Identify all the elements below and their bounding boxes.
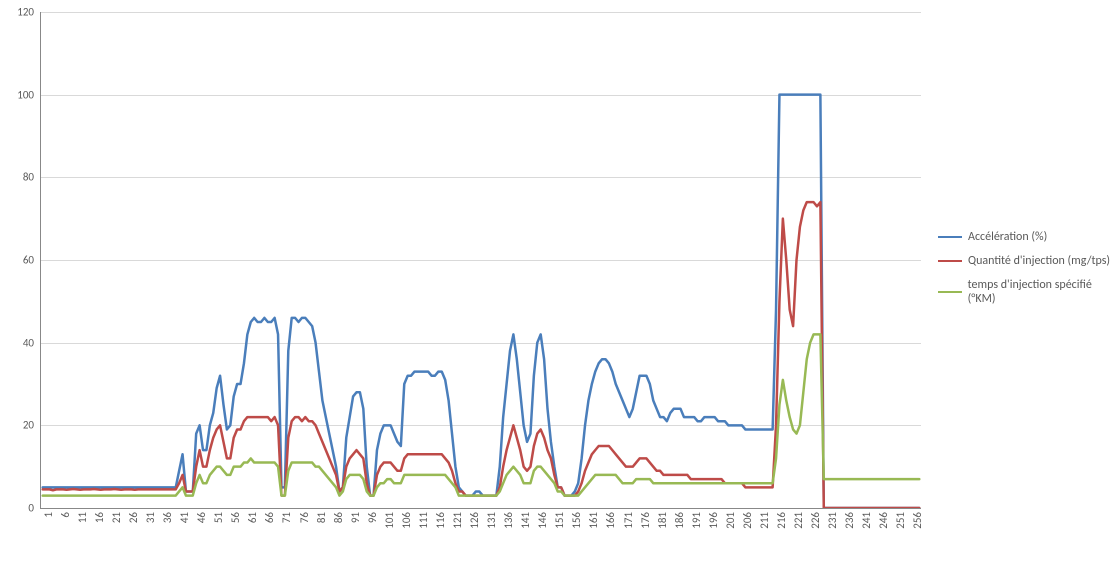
- y-axis-labels: 020406080100120: [0, 12, 34, 508]
- x-tick-label: 16: [93, 512, 106, 523]
- x-tick-label: 251: [894, 512, 907, 529]
- x-tick-label: 76: [298, 512, 311, 523]
- x-tick-label: 106: [400, 512, 413, 529]
- x-tick-label: 146: [536, 512, 549, 529]
- x-tick-label: 141: [519, 512, 532, 529]
- y-tick-label: 100: [4, 88, 34, 101]
- x-tick-label: 1: [42, 512, 55, 518]
- x-tick-label: 66: [263, 512, 276, 523]
- gridline: [41, 343, 921, 344]
- y-tick-label: 40: [4, 336, 34, 349]
- x-tick-label: 96: [366, 512, 379, 523]
- legend-item-acceleration: Accélération (%): [938, 230, 1120, 244]
- x-tick-label: 136: [502, 512, 515, 529]
- x-tick-label: 211: [758, 512, 771, 529]
- y-tick-label: 0: [4, 502, 34, 515]
- x-tick-label: 6: [59, 512, 72, 518]
- gridline: [41, 425, 921, 426]
- x-tick-label: 206: [741, 512, 754, 529]
- x-tick-label: 186: [673, 512, 686, 529]
- line-chart: 020406080100120 161116212631364146515661…: [0, 0, 1120, 573]
- plot-area: [40, 12, 921, 509]
- x-tick-label: 81: [315, 512, 328, 523]
- x-tick-label: 226: [809, 512, 822, 529]
- x-tick-label: 36: [161, 512, 174, 523]
- x-tick-label: 111: [417, 512, 430, 529]
- x-tick-label: 21: [110, 512, 123, 523]
- series-line: [43, 95, 920, 508]
- x-tick-label: 121: [451, 512, 464, 529]
- legend-label: Accélération (%): [968, 230, 1047, 244]
- x-tick-label: 11: [76, 512, 89, 523]
- x-tick-label: 236: [843, 512, 856, 529]
- gridline: [41, 12, 921, 13]
- y-tick-label: 80: [4, 171, 34, 184]
- gridline: [41, 260, 921, 261]
- legend-label: Quantité d'injection (mg/tps): [968, 254, 1110, 268]
- x-tick-label: 241: [860, 512, 873, 529]
- series-line: [43, 202, 920, 508]
- series-line: [43, 334, 920, 495]
- x-tick-label: 51: [212, 512, 225, 523]
- x-tick-label: 191: [690, 512, 703, 529]
- x-tick-label: 26: [127, 512, 140, 523]
- y-tick-label: 20: [4, 419, 34, 432]
- legend: Accélération (%) Quantité d'injection (m…: [938, 230, 1120, 306]
- legend-label: temps d'injection spécifié (°KM): [968, 278, 1120, 306]
- x-tick-label: 231: [826, 512, 839, 529]
- legend-swatch-icon: [938, 291, 962, 293]
- legend-swatch-icon: [938, 236, 962, 238]
- x-tick-label: 91: [349, 512, 362, 523]
- x-tick-label: 201: [724, 512, 737, 529]
- x-tick-label: 246: [877, 512, 890, 529]
- legend-item-injection-time: temps d'injection spécifié (°KM): [938, 278, 1120, 306]
- x-tick-label: 181: [656, 512, 669, 529]
- x-tick-label: 101: [383, 512, 396, 529]
- x-tick-label: 171: [622, 512, 635, 529]
- x-tick-label: 31: [144, 512, 157, 523]
- x-tick-label: 126: [468, 512, 481, 529]
- x-tick-label: 256: [911, 512, 924, 529]
- x-tick-label: 61: [246, 512, 259, 523]
- x-tick-label: 176: [639, 512, 652, 529]
- y-tick-label: 60: [4, 254, 34, 267]
- x-tick-label: 41: [178, 512, 191, 523]
- x-tick-label: 151: [553, 512, 566, 529]
- x-tick-label: 86: [332, 512, 345, 523]
- legend-swatch-icon: [938, 260, 962, 262]
- x-tick-label: 46: [195, 512, 208, 523]
- gridline: [41, 95, 921, 96]
- x-tick-label: 56: [229, 512, 242, 523]
- x-tick-label: 216: [775, 512, 788, 529]
- legend-item-injection-qty: Quantité d'injection (mg/tps): [938, 254, 1120, 268]
- x-axis-labels: 1611162126313641465156616671768186919610…: [40, 512, 920, 572]
- x-tick-label: 161: [587, 512, 600, 529]
- y-tick-label: 120: [4, 6, 34, 19]
- x-tick-label: 221: [792, 512, 805, 529]
- x-tick-label: 156: [570, 512, 583, 529]
- x-tick-label: 131: [485, 512, 498, 529]
- x-tick-label: 116: [434, 512, 447, 529]
- x-tick-label: 166: [604, 512, 617, 529]
- x-tick-label: 196: [707, 512, 720, 529]
- x-tick-label: 71: [280, 512, 293, 523]
- gridline: [41, 177, 921, 178]
